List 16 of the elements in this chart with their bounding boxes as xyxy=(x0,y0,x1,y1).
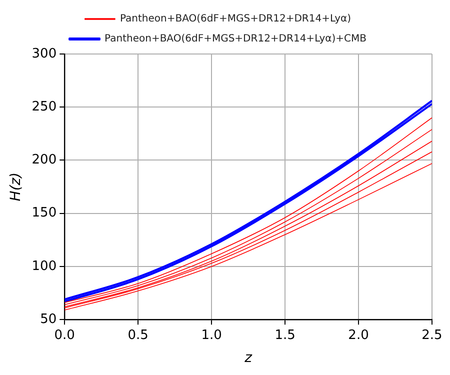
y-tick-label: 200 xyxy=(32,152,57,168)
x-axis-title: z xyxy=(244,350,253,366)
x-tick-label: 1.5 xyxy=(274,328,296,343)
x-tick-label: 1.0 xyxy=(201,328,222,343)
y-tick-label: 300 xyxy=(32,46,57,62)
y-axis-title: H(z) xyxy=(8,172,24,202)
x-tick-label: 0.5 xyxy=(128,328,148,343)
y-tick-label: 250 xyxy=(32,99,57,114)
x-tick-label: 0.0 xyxy=(54,328,75,343)
x-tick-label: 2.0 xyxy=(348,328,369,343)
y-tick-label: 150 xyxy=(32,206,57,221)
legend-label: Pantheon+BAO(6dF+MGS+DR12+DR14+Lyα) xyxy=(120,14,352,25)
legend-label: Pantheon+BAO(6dF+MGS+DR12+DR14+Lyα)+CMB xyxy=(104,34,367,45)
x-tick-label: 2.5 xyxy=(422,328,442,343)
y-tick-label: 50 xyxy=(40,312,57,327)
y-tick-label: 100 xyxy=(32,258,57,274)
